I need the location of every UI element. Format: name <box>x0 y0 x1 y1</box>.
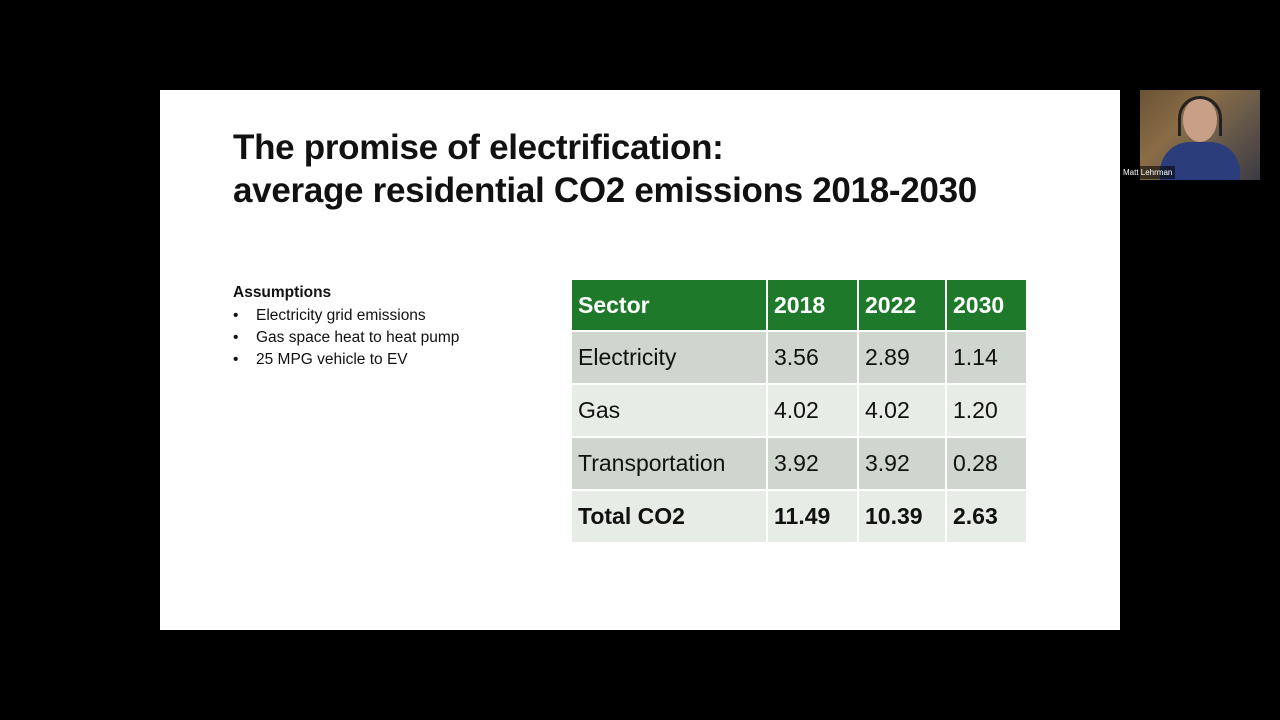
table-cell: 4.02 <box>857 383 947 438</box>
table-cell: 2.63 <box>945 489 1028 544</box>
bullet: • <box>233 329 239 346</box>
header-cell: Sector <box>570 278 768 332</box>
table-cell: 1.20 <box>945 383 1028 438</box>
table-cell: 4.02 <box>766 383 859 438</box>
table-cell: 3.92 <box>766 436 859 491</box>
table-cell: Transportation <box>570 436 768 491</box>
table-cell: 0.28 <box>945 436 1028 491</box>
participant-video-tile[interactable] <box>1140 90 1260 180</box>
header-cell: 2022 <box>857 278 947 332</box>
table-row: Electricity 3.56 2.89 1.14 <box>570 330 1028 385</box>
table-cell: 3.92 <box>857 436 947 491</box>
assumptions-block: Assumptions • Electricity grid emissions … <box>233 283 533 371</box>
slide-title: The promise of electrification: average … <box>233 126 1093 212</box>
table-row: Transportation 3.92 3.92 0.28 <box>570 436 1028 491</box>
table-header-row: Sector 2018 2022 2030 <box>570 278 1028 332</box>
header-cell: 2018 <box>766 278 859 332</box>
slide-title-line-1: The promise of electrification: <box>233 128 724 167</box>
table-cell: Total CO2 <box>570 489 768 544</box>
header-cell: 2030 <box>945 278 1028 332</box>
emissions-table: Sector 2018 2022 2030 Electricity 3.56 2… <box>570 278 1028 544</box>
assumptions-heading: Assumptions <box>233 284 332 301</box>
table-cell: Electricity <box>570 330 768 385</box>
bullet: • <box>233 307 239 324</box>
table-cell: 2.89 <box>857 330 947 385</box>
assumption-item: • 25 MPG vehicle to EV <box>233 349 533 371</box>
participant-name-label: Matt Lehrman <box>1120 166 1176 179</box>
table-cell: 1.14 <box>945 330 1028 385</box>
table-cell: 10.39 <box>857 489 947 544</box>
assumptions-list: • Electricity grid emissions • Gas space h… <box>233 305 533 371</box>
table-cell: Gas <box>570 383 768 438</box>
bullet: • <box>233 351 239 368</box>
assumption-text: 25 MPG vehicle to EV <box>256 351 408 368</box>
table-row: Gas 4.02 4.02 1.20 <box>570 383 1028 438</box>
assumption-text: Gas space heat to heat pump <box>256 329 460 346</box>
assumption-item: • Electricity grid emissions <box>233 305 533 327</box>
table-cell: 3.56 <box>766 330 859 385</box>
table-total-row: Total CO2 11.49 10.39 2.63 <box>570 489 1028 544</box>
assumption-item: • Gas space heat to heat pump <box>233 327 533 349</box>
presentation-slide: The promise of electrification: average … <box>160 90 1120 630</box>
table-cell: 11.49 <box>766 489 859 544</box>
headset-icon <box>1178 96 1222 136</box>
slide-title-line-2: average residential CO2 emissions 2018-2… <box>233 171 977 210</box>
assumption-text: Electricity grid emissions <box>256 307 426 324</box>
